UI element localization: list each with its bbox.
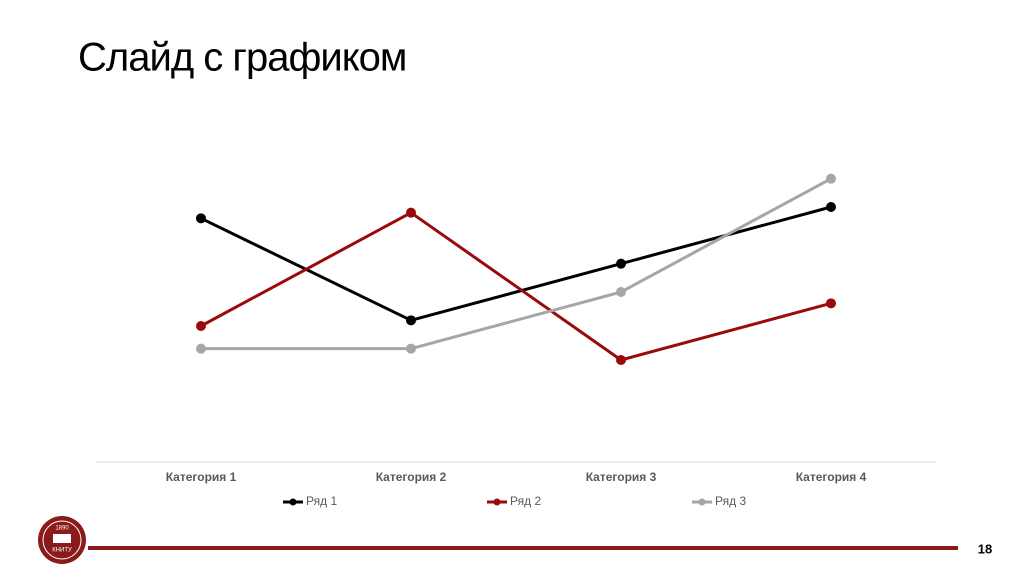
slide-title: Слайд с графиком (78, 36, 406, 80)
data-point (826, 173, 836, 184)
chart: Категория 1 Категория 2 Категория 3 Категор… (166, 173, 867, 508)
logo-ring (42, 520, 82, 560)
legend-swatch-dot (698, 498, 706, 506)
legend-swatch-dot (493, 498, 501, 506)
x-tick-label: Категория 2 (376, 470, 447, 484)
series-line (200, 211, 832, 362)
data-point (406, 315, 416, 326)
legend-label: Ряд 2 (510, 494, 541, 508)
series-line (200, 205, 832, 322)
data-point (616, 258, 626, 269)
legend-label: Ряд 3 (715, 494, 746, 508)
data-point (196, 321, 206, 331)
data-point (406, 207, 416, 218)
x-tick-label: Категория 3 (586, 470, 657, 484)
x-tick-label: Категория 1 (166, 470, 237, 484)
page-number: 18 (978, 541, 992, 556)
data-point (196, 343, 206, 354)
data-point (826, 298, 836, 309)
data-point (616, 287, 626, 297)
logo-book (53, 534, 71, 543)
logo-name: КНИТУ (52, 548, 72, 554)
legend-label: Ряд 1 (306, 494, 337, 508)
series-line (201, 177, 832, 351)
legend-swatch-dot (289, 498, 297, 506)
data-point (826, 202, 836, 212)
x-tick-label: Категория 4 (796, 470, 867, 484)
data-point (196, 213, 206, 224)
logo: 1890 КНИТУ (38, 516, 86, 564)
logo-year: 1890 (55, 526, 69, 532)
data-point (406, 343, 416, 354)
data-point (616, 355, 626, 365)
